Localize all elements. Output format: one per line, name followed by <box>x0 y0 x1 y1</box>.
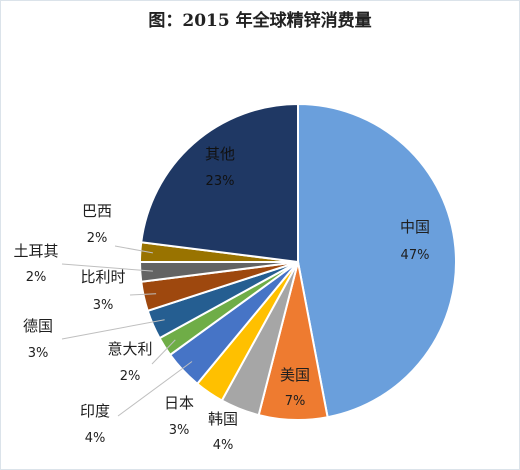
slice-value-label: 2% <box>87 231 108 246</box>
leader-line <box>129 293 157 296</box>
slice-value-label: 2% <box>120 369 141 384</box>
pie-slice <box>297 102 457 419</box>
slice-value-label: 47% <box>401 248 430 263</box>
leader-lines <box>61 245 193 417</box>
slice-name-label: 韩国 <box>208 410 238 428</box>
slice-value-label: 23% <box>206 174 235 189</box>
slice-name-label: 中国 <box>400 218 430 236</box>
slice-value-label: 3% <box>28 346 49 361</box>
slice-name-label: 德国 <box>23 317 53 335</box>
slice-name-label: 日本 <box>164 394 194 412</box>
slice-name-label: 印度 <box>80 402 110 420</box>
pie-slice <box>140 102 299 264</box>
leader-line <box>117 361 193 417</box>
slice-name-label: 意大利 <box>107 340 152 358</box>
slice-value-label: 3% <box>93 298 114 313</box>
chart-title: 图：2015 年全球精锌消费量 <box>148 11 372 31</box>
slice-name-label: 美国 <box>280 366 310 384</box>
leader-line <box>61 319 165 340</box>
slice-name-label: 其他 <box>205 145 235 163</box>
slice-name-label: 土耳其 <box>13 242 58 260</box>
slice-value-label: 4% <box>85 431 106 446</box>
slice-value-label: 2% <box>26 270 47 285</box>
slice-labels: 中国 47% 美国 7% 韩国 4% 日本 3% 印度 4% 意大利 2% 德国 3% 比利时 3% 土耳其 2%… <box>13 145 430 453</box>
slice-value-label: 3% <box>169 423 190 438</box>
leader-line <box>61 263 153 272</box>
slice-value-label: 4% <box>213 438 234 453</box>
slice-name-label: 巴西 <box>82 202 112 220</box>
slice-name-label: 比利时 <box>80 268 125 286</box>
pie-slices <box>138 102 457 422</box>
leader-line <box>114 245 153 254</box>
leader-line <box>151 339 176 365</box>
slice-value-label: 7% <box>285 394 306 409</box>
